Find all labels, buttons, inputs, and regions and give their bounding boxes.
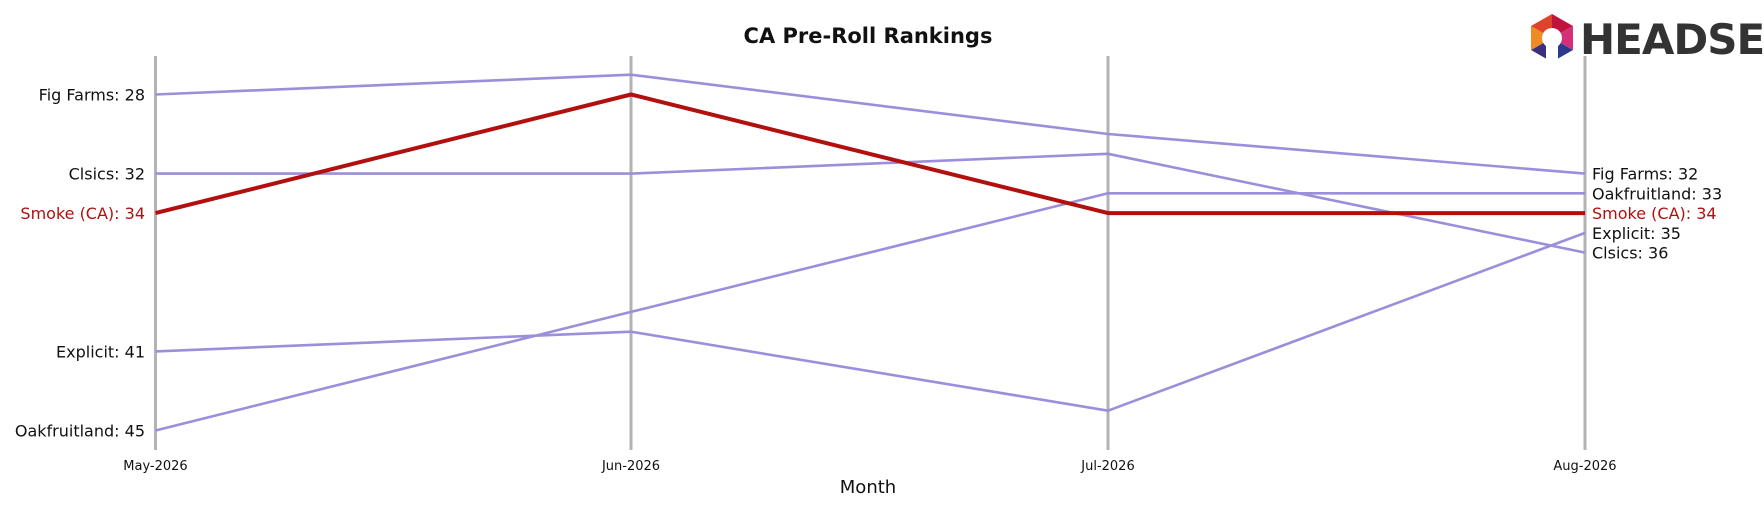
series-line-smoke-ca (155, 92, 1585, 216)
series-line-oakfruitland (155, 192, 1585, 432)
right-label-fig-farms: Fig Farms: 32 (1592, 165, 1698, 184)
x-axis-label: Month (840, 477, 896, 498)
x-tick-aug-2026: Aug-2026 (1553, 459, 1616, 474)
x-tick-jul-2026: Jul-2026 (1080, 459, 1134, 474)
left-rank-labels: Fig Farms: 28 Clsics: 32 Smoke (CA): 34 Exp… (15, 86, 145, 441)
left-label-explicit: Explicit: 41 (56, 342, 145, 361)
right-label-explicit: Explicit: 35 (1592, 224, 1681, 243)
month-gridlines (154, 56, 1587, 450)
series-line-explicit (155, 231, 1586, 413)
series-line-fig-farms (155, 73, 1586, 175)
right-label-oakfruitland: Oakfruitland: 33 (1592, 184, 1722, 203)
x-tick-jun-2026: Jun-2026 (601, 459, 660, 474)
right-label-clsics: Clsics: 36 (1592, 244, 1668, 263)
left-label-fig-farms: Fig Farms: 28 (39, 86, 145, 105)
headset-logo-text: HEADSET (1580, 15, 1764, 64)
left-label-oakfruitland: Oakfruitland: 45 (15, 422, 145, 441)
x-tick-may-2026: May-2026 (123, 459, 187, 474)
headset-logo: HEADSET (1531, 14, 1764, 64)
headset-logo-mark-icon (1531, 14, 1573, 64)
right-label-smoke-ca: Smoke (CA): 34 (1592, 204, 1717, 223)
x-tick-labels: May-2026 Jun-2026 Jul-2026 Aug-2026 (123, 459, 1616, 474)
chart-title: CA Pre-Roll Rankings (744, 24, 993, 48)
left-label-smoke-ca: Smoke (CA): 34 (20, 204, 145, 223)
left-label-clsics: Clsics: 32 (69, 165, 145, 184)
series-lines (155, 73, 1586, 432)
series-line-clsics (155, 152, 1586, 254)
